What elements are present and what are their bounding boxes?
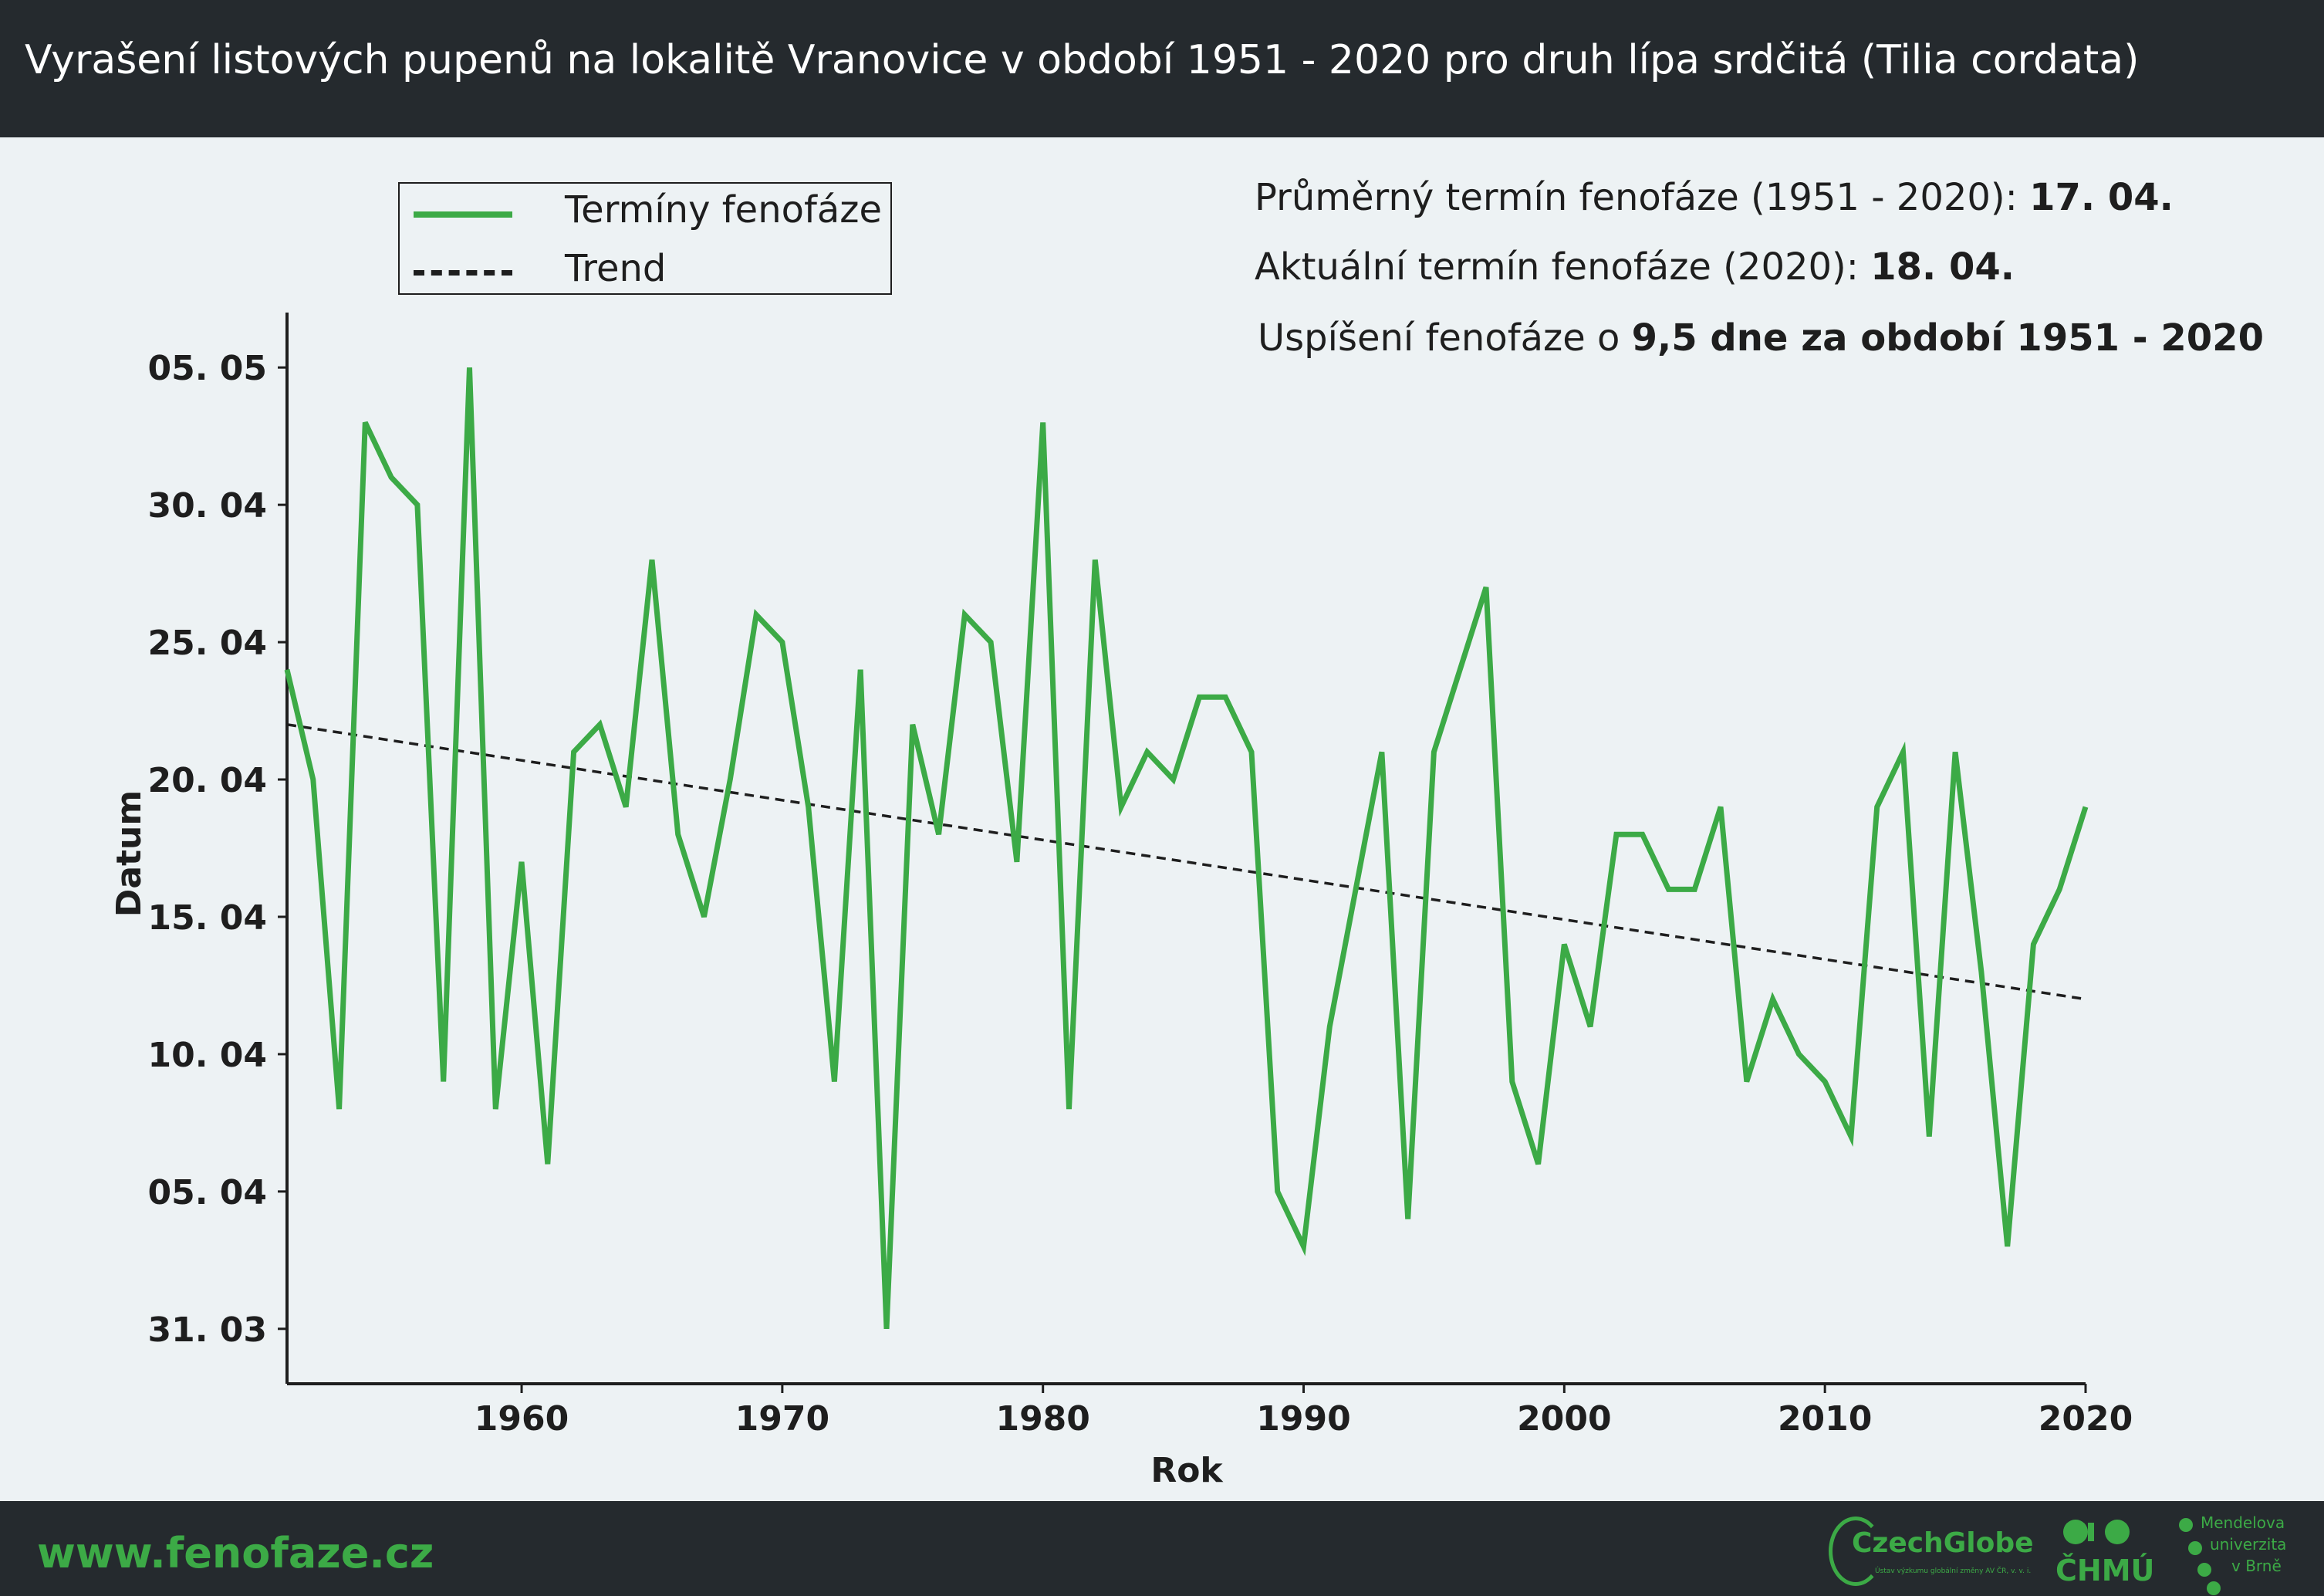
y-tick-label: 15. 04 (148, 898, 268, 938)
legend-series-label: Termíny fenofáze (565, 188, 883, 232)
x-tick-label: 1980 (995, 1399, 1089, 1439)
mendel-dot-icon (2179, 1518, 2193, 1532)
mendel-logo-line3: v Brně (2231, 1557, 2282, 1575)
y-tick-label: 05. 04 (148, 1173, 268, 1212)
page-title: Vyrašení listových pupenů na lokalitě Vr… (25, 37, 2140, 83)
mendel-dot-icon (2197, 1563, 2211, 1577)
y-axis-label: Datum (110, 790, 149, 917)
chmu-logo-text: ČHMÚ (2055, 1554, 2155, 1588)
header-bar: Vyrašení listových pupenů na lokalitě Vr… (0, 0, 2324, 137)
y-tick-label: 10. 04 (148, 1036, 268, 1075)
x-tick-label: 2020 (2039, 1399, 2133, 1439)
mendel-logo-line2: univerzita (2210, 1535, 2287, 1554)
average-term-value: 17. 04. (2029, 176, 2174, 219)
x-tick-label: 2010 (1778, 1399, 1872, 1439)
x-tick-label: 2000 (1517, 1399, 1611, 1439)
trend-summary-value: 9,5 dne za období 1951 - 2020 (1631, 316, 2264, 360)
series-line-trend (286, 723, 2086, 1001)
series-line-terminy-fenofaze (284, 367, 2089, 1329)
y-tick-label: 05. 05 (148, 349, 268, 388)
mendel-dot-icon (2207, 1581, 2221, 1595)
x-axis-label: Rok (1150, 1451, 1224, 1490)
x-tick-label: 1960 (475, 1399, 569, 1439)
mendel-university-logo: Mendelova univerzita v Brně (2176, 1510, 2315, 1595)
trend-summary-label: Uspíšení fenofáze o (1258, 316, 1620, 360)
chart-legend: Termíny fenofáze Trend (398, 182, 892, 295)
y-tick-label: 25. 04 (148, 624, 268, 663)
current-term-value: 18. 04. (1870, 245, 2015, 289)
chmu-mark-icon (2063, 1520, 2130, 1544)
trend-summary-line: Uspíšení fenofáze o 9,5 dne za období 19… (1258, 316, 2264, 360)
x-tick-label: 1970 (735, 1399, 829, 1439)
x-tick-label: 1990 (1256, 1399, 1350, 1439)
czechglobe-arc-icon (1829, 1517, 1883, 1586)
series-layer (284, 367, 2089, 1329)
phenology-chart: 31. 03 05. 04 10. 04 15. 04 20. 04 25. 04 30. … (110, 313, 2133, 1490)
footer-bar: www.fenofaze.cz CzechGlobe Ústav výzkumu… (0, 1501, 2324, 1596)
czechglobe-logo: CzechGlobe Ústav výzkumu globální změny … (1829, 1517, 2034, 1586)
average-term-line: Průměrný termín fenofáze (1951 - 2020): … (1255, 176, 2174, 219)
legend-trend-swatch (414, 270, 512, 276)
current-term-line: Aktuální termín fenofáze (2020): 18. 04. (1255, 245, 2015, 289)
mendel-dot-icon (2188, 1541, 2202, 1555)
czechglobe-logo-subtext: Ústav výzkumu globální změny AV ČR, v. v… (1875, 1567, 2032, 1575)
y-tick-label: 31. 03 (148, 1310, 268, 1350)
mendel-logo-line1: Mendelova (2201, 1513, 2285, 1532)
legend-trend-label: Trend (565, 247, 667, 290)
trend-layer (286, 723, 2086, 1001)
average-term-label: Průměrný termín fenofáze (1951 - 2020): (1255, 176, 2018, 219)
y-tick-label: 30. 04 (148, 486, 268, 526)
chmu-logo: ČHMÚ (2052, 1515, 2154, 1588)
legend-series-swatch (414, 211, 512, 218)
y-tick-label: 20. 04 (148, 761, 268, 800)
czechglobe-logo-text: CzechGlobe (1852, 1527, 2034, 1559)
current-term-label: Aktuální termín fenofáze (2020): (1255, 245, 1859, 289)
chart-axes: 31. 03 05. 04 10. 04 15. 04 20. 04 25. 04 30. … (148, 313, 2133, 1439)
website-link[interactable]: www.fenofaze.cz (37, 1529, 434, 1577)
